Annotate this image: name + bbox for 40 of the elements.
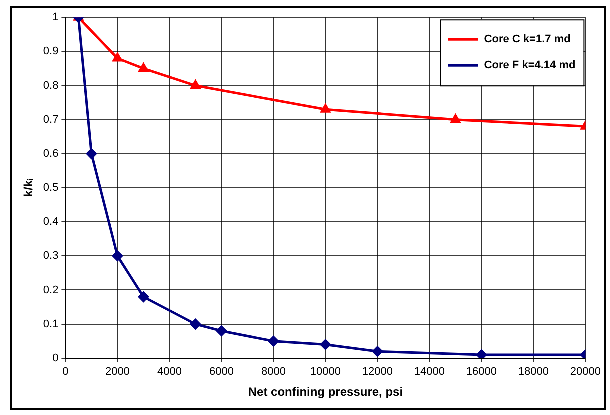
y-tick-label: 1 [52, 12, 59, 24]
y-tick-label: 0.8 [43, 80, 59, 92]
y-tick-label: 0.5 [43, 182, 59, 194]
x-tick-label: 8000 [261, 366, 286, 378]
point [138, 63, 148, 72]
x-tick-label: 14000 [414, 366, 445, 378]
point [372, 346, 383, 357]
x-tick-label: 10000 [310, 366, 341, 378]
x-axis-title: Net confining pressure, psi [248, 385, 404, 400]
point [320, 340, 331, 350]
point [320, 104, 330, 113]
x-tick-label: 2000 [105, 366, 130, 378]
x-tick-label: 20000 [570, 366, 602, 378]
point [476, 350, 487, 358]
point [86, 148, 97, 160]
point [216, 326, 227, 336]
point [190, 80, 200, 90]
y-tick-label: 0.3 [43, 250, 59, 262]
x-tick-label: 18000 [518, 366, 549, 378]
x-tick-label: 16000 [466, 366, 497, 378]
x-tick-label: 4000 [157, 366, 182, 378]
y-tick-label: 0.1 [43, 318, 59, 330]
x-tick-label: 6000 [209, 366, 234, 378]
legend-label: Core F k=4.14 md [484, 60, 576, 72]
point [268, 336, 279, 347]
x-tick-label: 12000 [362, 366, 393, 378]
y-tick-label: 0.2 [43, 284, 59, 296]
y-tick-label: 0.7 [43, 114, 59, 126]
x-tick-label: 0 [62, 366, 69, 378]
y-tick-label: 0.4 [43, 216, 59, 228]
point [450, 114, 460, 124]
point [190, 319, 201, 330]
y-tick-label: 0.6 [43, 148, 59, 160]
point [138, 292, 149, 302]
legend-label: Core C k=1.7 md [484, 34, 571, 46]
y-tick-label: 0.9 [43, 46, 59, 58]
point [112, 250, 123, 262]
point [112, 53, 122, 62]
y-axis-title: k/kᵢ [22, 178, 36, 198]
y-tick-label: 0 [52, 352, 59, 364]
